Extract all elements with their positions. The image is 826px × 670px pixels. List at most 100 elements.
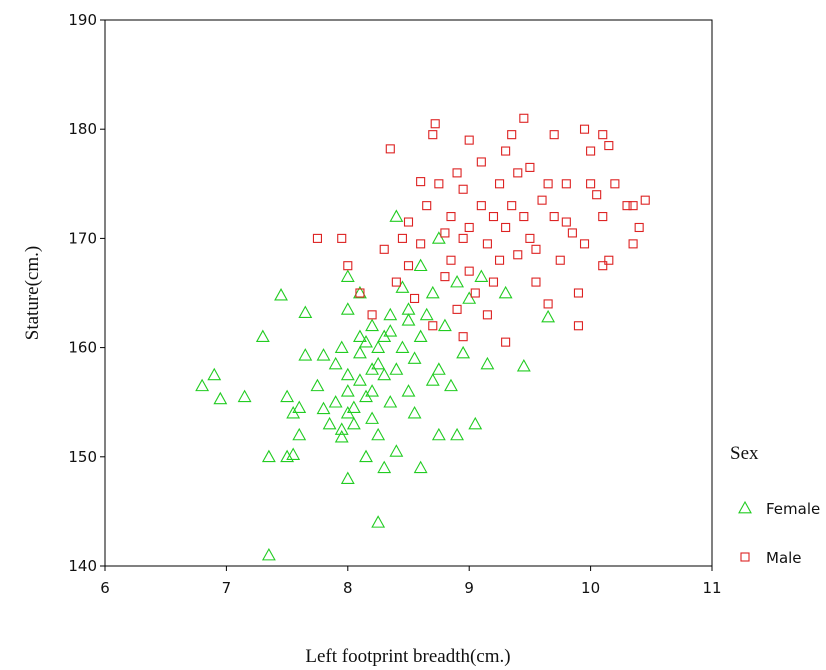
point bbox=[513, 168, 523, 178]
point bbox=[343, 261, 353, 271]
point bbox=[255, 329, 270, 343]
point bbox=[340, 269, 355, 282]
point bbox=[416, 177, 426, 187]
point bbox=[261, 547, 276, 561]
point bbox=[476, 157, 486, 167]
point bbox=[592, 190, 602, 200]
point bbox=[519, 212, 529, 222]
point bbox=[501, 337, 511, 347]
point bbox=[462, 291, 477, 304]
point bbox=[598, 261, 608, 271]
point bbox=[482, 239, 492, 249]
point bbox=[498, 285, 513, 299]
y-tick-label: 140 bbox=[68, 557, 97, 575]
point bbox=[549, 130, 559, 140]
point bbox=[328, 356, 343, 370]
point bbox=[403, 261, 414, 271]
point bbox=[359, 335, 373, 348]
point bbox=[488, 212, 499, 222]
point bbox=[561, 217, 571, 227]
point bbox=[298, 348, 313, 361]
point bbox=[389, 444, 404, 457]
point bbox=[561, 179, 571, 189]
point bbox=[237, 389, 252, 403]
point bbox=[640, 195, 650, 205]
point bbox=[410, 293, 420, 304]
point bbox=[371, 340, 386, 353]
point bbox=[452, 304, 462, 314]
point bbox=[555, 255, 565, 265]
point bbox=[389, 209, 404, 222]
point bbox=[537, 195, 547, 205]
point bbox=[316, 401, 331, 415]
point bbox=[567, 228, 577, 238]
point bbox=[458, 332, 468, 342]
plot-frame bbox=[104, 19, 713, 567]
point bbox=[403, 217, 414, 227]
point bbox=[377, 367, 392, 381]
point bbox=[261, 449, 276, 463]
point bbox=[531, 244, 541, 254]
point bbox=[371, 515, 386, 528]
point bbox=[337, 233, 347, 243]
point bbox=[494, 179, 505, 189]
point bbox=[470, 288, 480, 298]
point bbox=[401, 313, 416, 326]
point bbox=[383, 324, 398, 337]
point bbox=[340, 367, 355, 381]
point bbox=[213, 391, 228, 405]
point bbox=[195, 378, 210, 392]
point bbox=[425, 285, 440, 299]
point bbox=[416, 239, 426, 249]
y-tick-label: 150 bbox=[68, 448, 97, 466]
point bbox=[622, 201, 632, 211]
point bbox=[274, 288, 288, 301]
point bbox=[464, 135, 474, 145]
point bbox=[334, 340, 349, 353]
point bbox=[507, 201, 517, 211]
point bbox=[452, 168, 462, 178]
point bbox=[365, 411, 380, 424]
point bbox=[334, 422, 349, 435]
point bbox=[458, 233, 468, 243]
point bbox=[328, 395, 343, 408]
point bbox=[501, 222, 511, 233]
point bbox=[525, 233, 535, 243]
point bbox=[464, 266, 474, 276]
point bbox=[431, 362, 446, 375]
point bbox=[444, 378, 458, 392]
point bbox=[391, 277, 401, 287]
point bbox=[286, 447, 301, 460]
point bbox=[385, 144, 395, 154]
point bbox=[422, 201, 432, 211]
point bbox=[346, 400, 361, 414]
point bbox=[549, 212, 559, 222]
point bbox=[573, 288, 584, 298]
point bbox=[525, 162, 535, 172]
point bbox=[322, 416, 337, 430]
point bbox=[407, 405, 422, 419]
point bbox=[413, 329, 428, 343]
point bbox=[458, 184, 468, 194]
point bbox=[280, 449, 295, 463]
point bbox=[353, 373, 367, 386]
point bbox=[598, 130, 608, 140]
point bbox=[377, 460, 392, 474]
point bbox=[488, 277, 499, 287]
point bbox=[543, 299, 553, 309]
y-tick-label: 170 bbox=[68, 229, 97, 247]
x-tick-label: 11 bbox=[702, 579, 721, 597]
point bbox=[440, 272, 450, 282]
point bbox=[346, 416, 361, 430]
point bbox=[353, 329, 367, 343]
legend-label: Male bbox=[766, 549, 802, 567]
point bbox=[334, 430, 349, 443]
point bbox=[628, 239, 638, 249]
point bbox=[425, 373, 440, 386]
x-tick-label: 7 bbox=[222, 579, 232, 597]
point bbox=[437, 318, 452, 332]
point bbox=[365, 318, 380, 332]
point bbox=[355, 288, 365, 298]
x-tick-label: 8 bbox=[343, 579, 353, 597]
